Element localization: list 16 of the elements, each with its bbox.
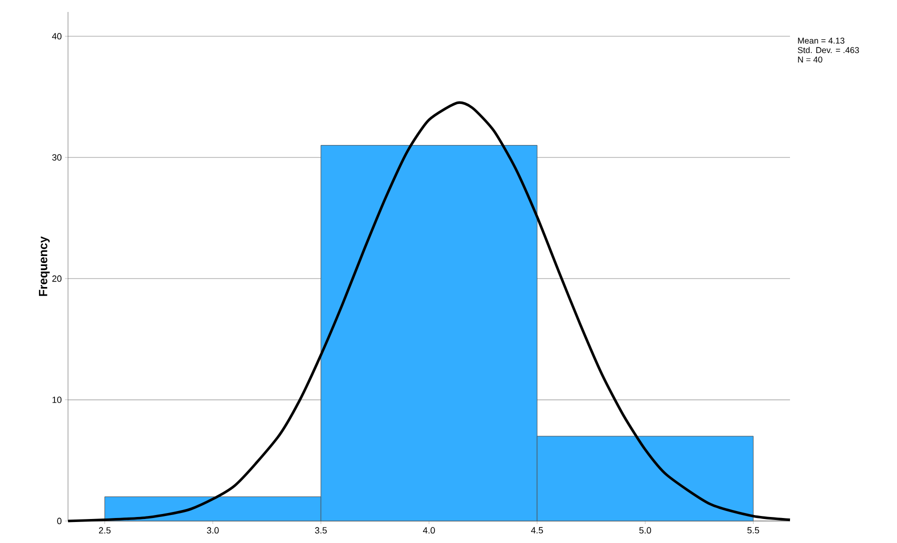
y-tick-label: 20 — [52, 275, 62, 282]
x-tick-label: 3.0 — [206, 527, 219, 534]
text: Mean = 4.13 — [798, 38, 844, 44]
x-tick-label: 4.0 — [422, 527, 435, 534]
x-tick-label: 4.5 — [531, 527, 543, 534]
x-tick-label: 3.5 — [315, 527, 327, 534]
y-axis-title: Frequency — [38, 236, 50, 296]
x-tick-label: 5.5 — [747, 527, 760, 534]
y-tick-label: 10 — [52, 396, 62, 403]
x-tick-label: 2.5 — [98, 527, 111, 534]
y-tick-label: 30 — [52, 154, 62, 161]
x-tick-label: 5.0 — [639, 527, 652, 534]
y-tick-label: 0 — [57, 518, 62, 524]
y-tick-label: 40 — [52, 33, 62, 40]
text: Std. Dev. = .463 — [798, 46, 859, 54]
text: N = 40 — [798, 56, 822, 63]
